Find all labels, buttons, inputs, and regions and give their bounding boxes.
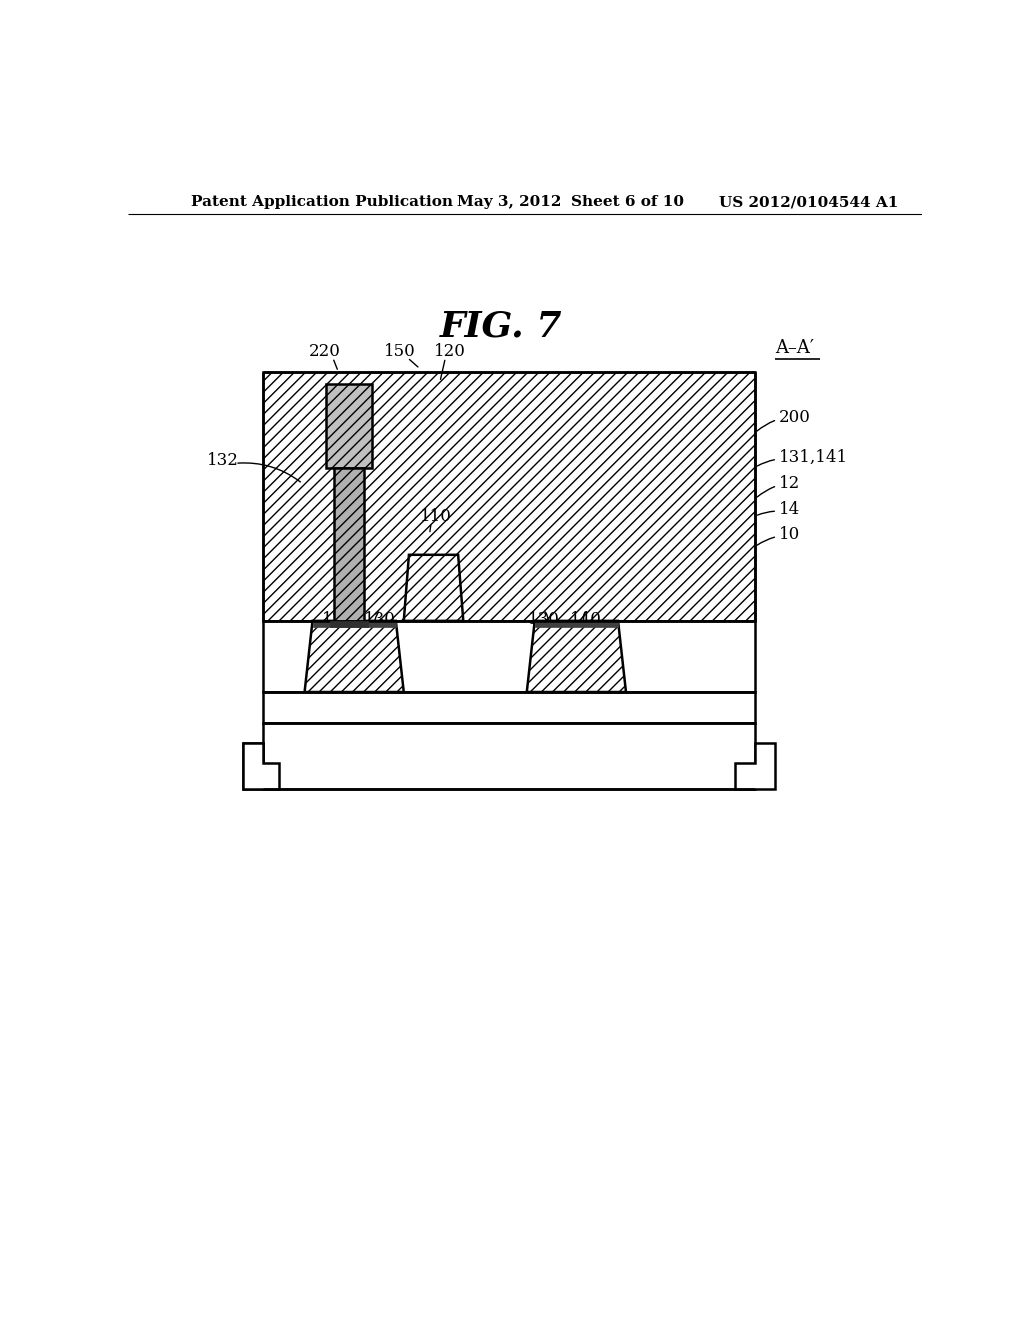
Bar [312, 620, 396, 627]
Bar [334, 469, 364, 620]
Text: 110: 110 [420, 508, 452, 524]
Text: May 3, 2012: May 3, 2012 [458, 195, 562, 209]
Bar [535, 620, 618, 627]
Text: US 2012/0104544 A1: US 2012/0104544 A1 [719, 195, 899, 209]
Text: 130: 130 [528, 611, 560, 628]
Text: FIG. 7: FIG. 7 [439, 309, 562, 343]
Polygon shape [403, 554, 463, 620]
Polygon shape [243, 743, 279, 788]
Bar [243, 743, 263, 788]
Text: 140: 140 [570, 611, 602, 628]
Bar [263, 692, 755, 722]
Text: 150: 150 [384, 343, 416, 360]
Text: 120: 120 [433, 343, 465, 360]
Bar [326, 384, 372, 469]
Text: 220: 220 [309, 343, 341, 360]
Bar [263, 722, 755, 788]
Text: 131,141: 131,141 [778, 449, 848, 466]
Text: Sheet 6 of 10: Sheet 6 of 10 [570, 195, 684, 209]
Text: Patent Application Publication: Patent Application Publication [191, 195, 454, 209]
Text: 200: 200 [778, 409, 811, 426]
Text: 131: 131 [323, 611, 354, 628]
Text: A–A′: A–A′ [775, 339, 814, 356]
Polygon shape [526, 620, 626, 692]
Bar [263, 620, 755, 692]
Text: 12: 12 [778, 475, 800, 492]
Polygon shape [304, 620, 403, 692]
Polygon shape [735, 743, 775, 788]
Bar [263, 372, 755, 620]
Text: 14: 14 [778, 500, 800, 517]
Bar [330, 620, 368, 627]
Text: 10: 10 [778, 525, 800, 543]
Text: 132: 132 [207, 451, 240, 469]
Text: 130: 130 [365, 611, 396, 628]
